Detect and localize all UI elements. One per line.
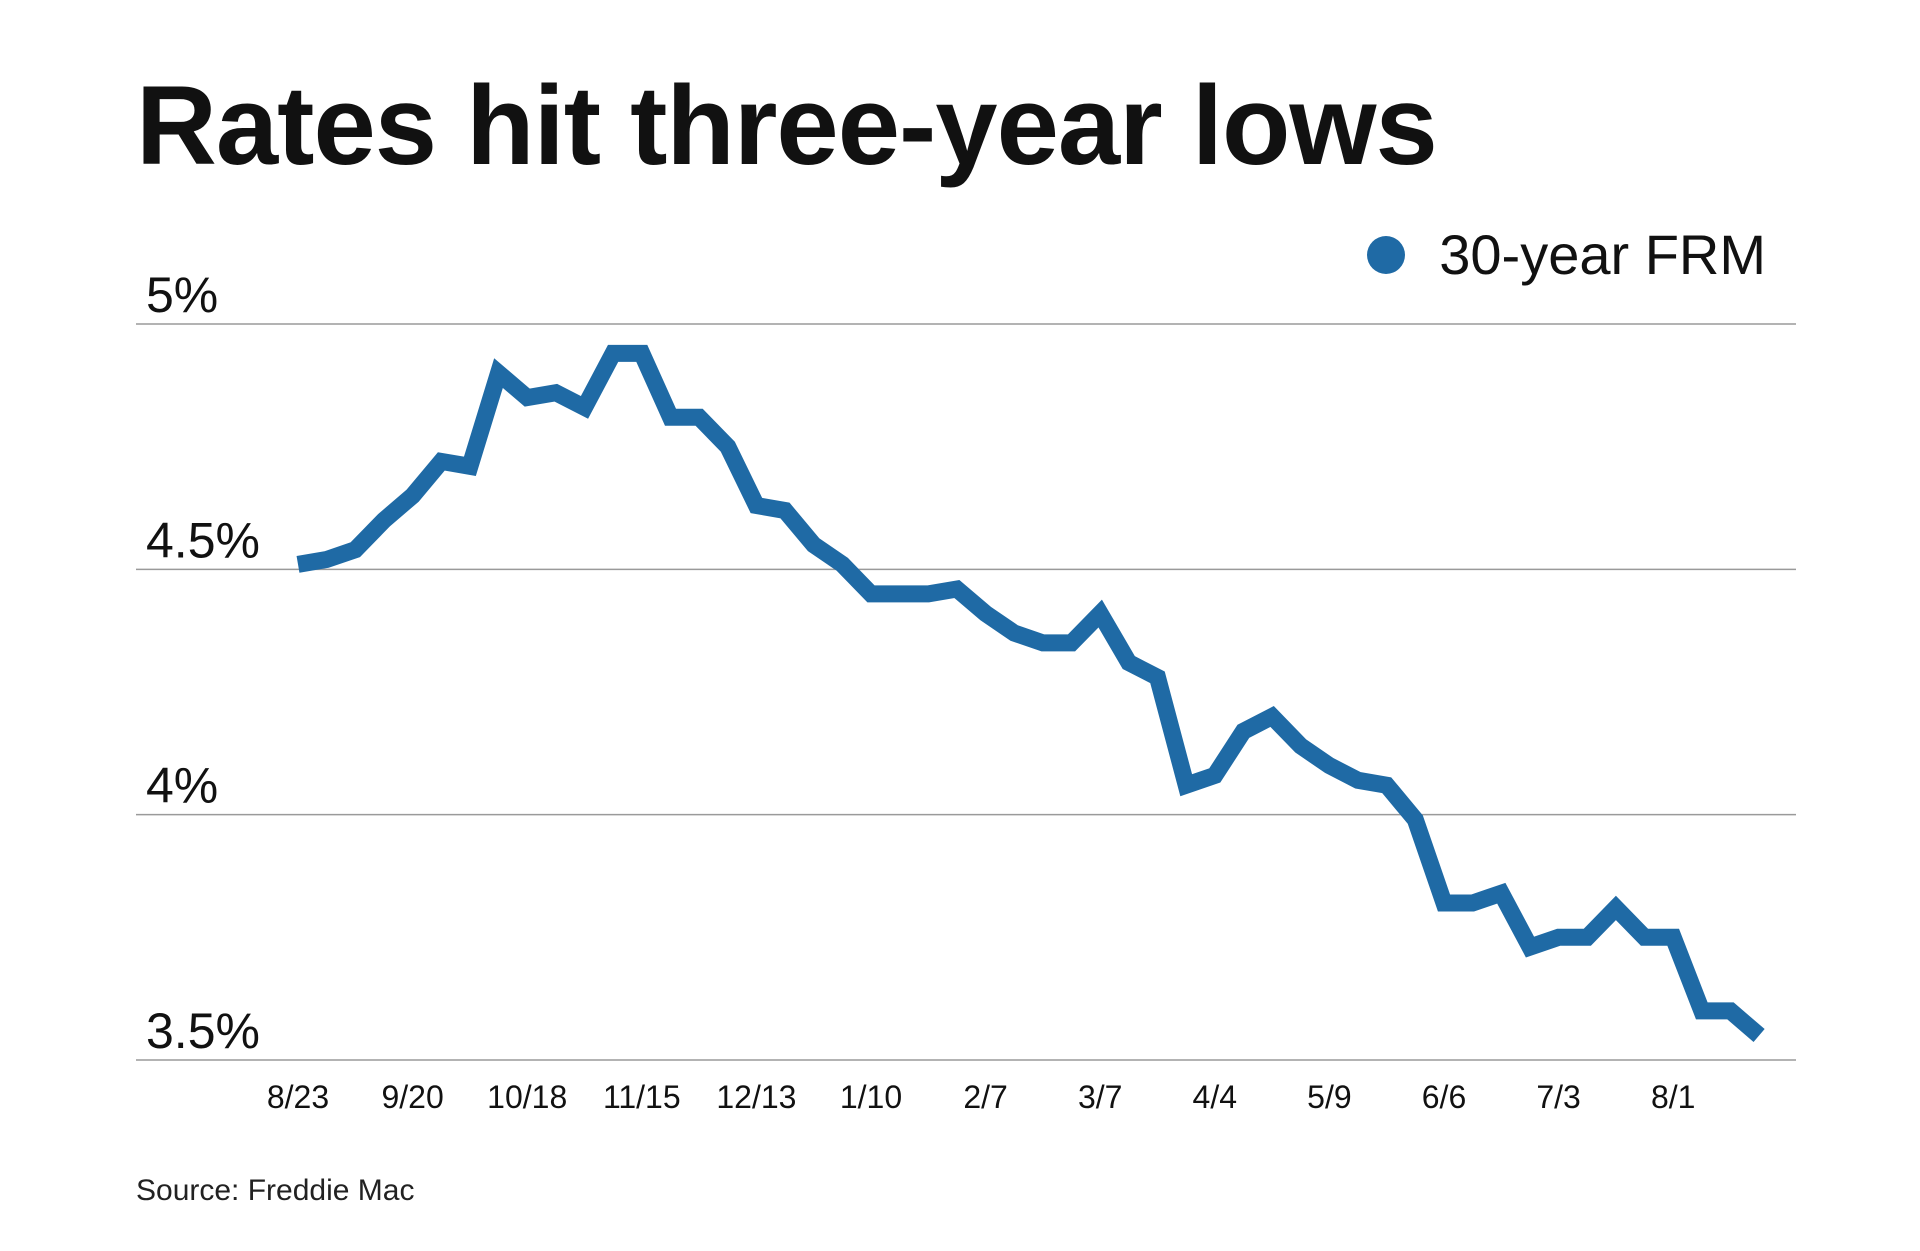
x-tick-label: 7/3 <box>1536 1079 1580 1115</box>
x-tick-label: 9/20 <box>381 1079 443 1115</box>
y-tick-label: 4.5% <box>146 512 260 568</box>
x-tick-label: 10/18 <box>487 1079 567 1115</box>
x-tick-label: 8/23 <box>267 1079 329 1115</box>
legend-label: 30-year FRM <box>1439 223 1766 286</box>
legend-marker-icon <box>1367 235 1406 274</box>
y-tick-label: 5% <box>146 267 218 323</box>
x-axis-labels: 8/23 9/20 10/18 11/15 12/13 1/10 2/7 3/7 4/4 5/9 6… <box>267 1079 1696 1115</box>
x-tick-label: 12/13 <box>716 1079 796 1115</box>
series-lines <box>296 344 1765 1042</box>
x-tick-label: 2/7 <box>963 1079 1007 1115</box>
x-tick-label: 6/6 <box>1422 1079 1466 1115</box>
gridlines <box>136 323 1796 1061</box>
y-axis-labels: 5% 4.5% 4% 3.5% <box>146 267 260 1059</box>
y-tick-label: 3.5% <box>146 1003 260 1059</box>
series-line-30-year-frm <box>296 344 1765 1042</box>
x-tick-label: 8/1 <box>1651 1079 1695 1115</box>
x-tick-label: 4/4 <box>1193 1079 1237 1115</box>
legend: 30-year FRM <box>1367 222 1766 287</box>
chart-title: Rates hit three-year lows <box>136 63 1438 188</box>
x-tick-label: 11/15 <box>603 1079 681 1115</box>
source-note: Source: Freddie Mac <box>136 1174 415 1207</box>
x-tick-label: 1/10 <box>840 1079 902 1115</box>
y-tick-label: 4% <box>146 758 218 814</box>
x-tick-label: 5/9 <box>1307 1079 1351 1115</box>
x-tick-label: 3/7 <box>1078 1079 1122 1115</box>
